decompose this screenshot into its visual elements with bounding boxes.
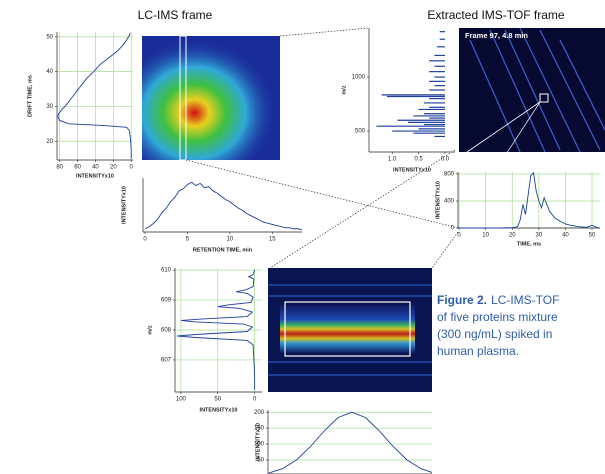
x-axis-label: TIME, ms	[517, 241, 541, 247]
x-tick-label: 50	[214, 397, 221, 403]
x-tick-label: 10	[227, 237, 234, 243]
y-tick-label: 40	[46, 69, 53, 75]
panel-title: Extracted IMS-TOF frame	[427, 8, 564, 22]
caption: Figure 2. LC-IMS-TOF of five proteins mix…	[437, 293, 559, 358]
chart: 607 608 609 610 100 50 0 INTENSITYx10 m/z	[147, 268, 262, 413]
y-tick-label: 150	[254, 426, 265, 432]
caption-label: Figure 2.	[437, 293, 487, 307]
y-axis-label: INTENSITYx10	[435, 181, 441, 219]
y-axis-label: DRIFT TIME, ms	[27, 75, 33, 117]
x-tick-label: 100	[176, 397, 187, 403]
y-axis-label: INTENSITYx10	[121, 186, 127, 224]
y-tick-label: 608	[161, 328, 172, 334]
y-tick-label: 200	[254, 410, 265, 416]
y-tick-label: 610	[161, 268, 172, 274]
x-tick-label: 1.0	[388, 157, 397, 163]
x-tick-label: 20	[509, 233, 516, 239]
lc-ims-heatmap	[142, 35, 280, 161]
y-tick-label: 607	[161, 358, 172, 364]
x-tick-label: 30	[535, 233, 542, 239]
data-line	[177, 269, 256, 390]
y-tick-label: 20	[46, 139, 53, 145]
y-axis-label: m/z	[147, 325, 153, 334]
data-line	[459, 171, 601, 229]
x-tick-label: 40	[92, 165, 99, 171]
caption-line: of five proteins mixture	[437, 310, 558, 324]
chart: 0 400 800 0 10 20 30 40 50 TIME, ms INTENSITYx10	[435, 171, 601, 247]
x-axis-label: INTENSITYx10	[393, 167, 431, 173]
frame-label: Frame 97, 4.8 min	[465, 31, 528, 40]
panel-title: LC-IMS frame	[138, 8, 213, 22]
chart: 20 30 40 50 80 60 40 20 0 INTENSITYx10 DRIFT TIME,…	[27, 32, 134, 179]
x-axis-label: INTENSITYx10	[200, 407, 238, 413]
x-tick-label: 20	[110, 165, 117, 171]
y-axis-label: INTENSITYx10	[255, 423, 261, 461]
x-tick-label: 5	[186, 237, 190, 243]
y-axis-label: m/z	[341, 85, 347, 94]
y-tick-label: 30	[46, 104, 53, 110]
caption-line: human plasma.	[437, 344, 519, 358]
x-tick-label: 0	[457, 233, 461, 239]
y-tick-label: 50	[257, 458, 264, 464]
y-tick-label: 800	[444, 172, 455, 178]
data-line	[144, 181, 303, 231]
x-tick-label: 0	[143, 237, 147, 243]
connector	[457, 101, 541, 229]
y-tick-label: 0	[451, 226, 455, 232]
caption-line: (300 ng/mL) spiked in	[437, 327, 552, 341]
chart: 0 5 10 15 RETENTION TIME, min INTENSITYx10	[121, 178, 303, 253]
x-axis-label: RETENTION TIME, min	[193, 247, 253, 253]
y-tick-label: 100	[254, 442, 265, 448]
caption-line: LC-IMS-TOF	[491, 293, 559, 307]
x-tick-label: 15	[269, 237, 276, 243]
chart: 500 1000 1.0 0.5 0.0 INTENSITYx10 m/z	[341, 28, 455, 173]
y-tick-label: 609	[161, 298, 172, 304]
x-tick-label: 0.5	[414, 157, 423, 163]
data-line	[268, 411, 433, 474]
ims-tof-heatmap: Frame 97, 4.8 min	[459, 27, 605, 153]
x-tick-label: 0.0	[441, 157, 450, 163]
chart: 50 100 150 200 INTENSITYx10	[254, 410, 433, 474]
y-tick-label: 400	[444, 199, 455, 205]
x-tick-label: 40	[562, 233, 569, 239]
x-axis-label: INTENSITYx10	[76, 173, 114, 179]
x-tick-label: 80	[56, 165, 63, 171]
connector	[185, 27, 459, 269]
y-tick-label: 1000	[352, 75, 366, 81]
x-tick-label: 60	[74, 165, 81, 171]
x-tick-label: 10	[482, 233, 489, 239]
y-tick-label: 500	[355, 129, 366, 135]
zoom-heatmap	[268, 268, 432, 392]
svg-text:Figure 2.LC-IMS-TOF: Figure 2. LC-IMS-TOF	[437, 293, 559, 307]
y-tick-label: 50	[46, 34, 53, 40]
data-line	[57, 33, 132, 159]
x-tick-label: 50	[589, 233, 596, 239]
x-tick-label: 0	[130, 165, 134, 171]
x-tick-label: 0	[253, 397, 257, 403]
